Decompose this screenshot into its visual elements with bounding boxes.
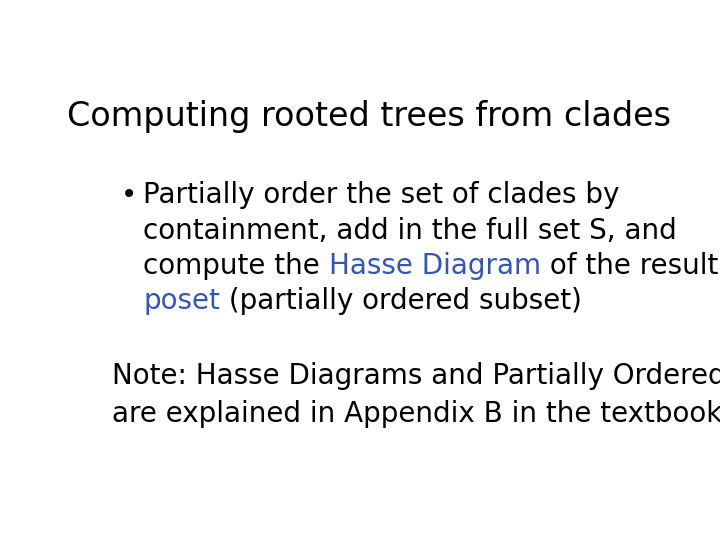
Text: compute the: compute the — [143, 252, 328, 280]
Text: Computing rooted trees from clades: Computing rooted trees from clades — [67, 100, 671, 133]
Text: poset: poset — [143, 287, 220, 315]
Text: Partially order the set of clades by: Partially order the set of clades by — [143, 181, 619, 209]
Text: of the resultant: of the resultant — [541, 252, 720, 280]
Text: •: • — [121, 181, 137, 209]
Text: (partially ordered subset): (partially ordered subset) — [220, 287, 582, 315]
Text: containment, add in the full set S, and: containment, add in the full set S, and — [143, 217, 677, 245]
Text: Hasse Diagram: Hasse Diagram — [328, 252, 541, 280]
Text: Note: Hasse Diagrams and Partially Ordered Sets: Note: Hasse Diagrams and Partially Order… — [112, 362, 720, 390]
Text: are explained in Appendix B in the textbook.: are explained in Appendix B in the textb… — [112, 400, 720, 428]
